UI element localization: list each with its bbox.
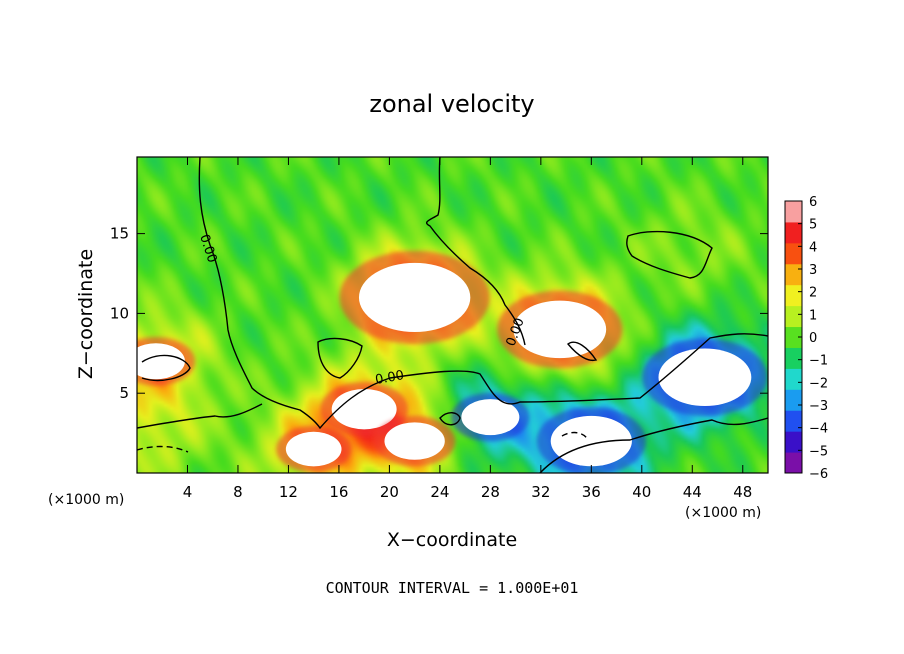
dashed-contour-left bbox=[137, 445, 189, 453]
x-tick-label: 44 bbox=[683, 483, 702, 501]
y-tick-label: 5 bbox=[119, 384, 129, 402]
colorbar-swatch bbox=[785, 305, 802, 328]
colorbar-swatch bbox=[785, 242, 802, 265]
colorbar-swatch bbox=[785, 347, 802, 369]
colorbar-swatch bbox=[785, 221, 802, 244]
y-axis-title: Z−coordinate bbox=[75, 249, 97, 379]
colorbar-tick-label: −2 bbox=[809, 376, 828, 391]
zero-contour-lines bbox=[137, 157, 768, 473]
colorbar-swatch bbox=[785, 201, 802, 223]
colorbar-swatch bbox=[785, 284, 802, 307]
saturated-core bbox=[658, 348, 752, 407]
colorbar-tick-label: 2 bbox=[809, 286, 817, 301]
colorbar-swatch bbox=[785, 410, 802, 432]
x-tick-label: 36 bbox=[582, 483, 601, 501]
y-tick-label: 10 bbox=[110, 304, 129, 322]
colorbar-tick-label: −3 bbox=[809, 399, 828, 414]
x-unit-label-right: (×1000 m) bbox=[685, 505, 761, 521]
velocity-extreme-regions bbox=[137, 250, 768, 473]
colorbar-swatch bbox=[785, 431, 802, 453]
colorbar-tick-label: 3 bbox=[809, 263, 817, 278]
x-tick-label: 12 bbox=[279, 483, 298, 501]
colorbar-tick-label: −4 bbox=[809, 422, 828, 437]
zero-contour-topright bbox=[626, 230, 713, 279]
y-axis-ticks: 5 10 15 bbox=[110, 225, 768, 402]
colorbar-tick-label: 1 bbox=[809, 308, 817, 323]
x-tick-label: 4 bbox=[183, 483, 193, 501]
colorbar-swatch bbox=[785, 263, 802, 286]
x-tick-label: 28 bbox=[481, 483, 500, 501]
colorbar-tick-label: −6 bbox=[809, 467, 828, 482]
saturated-core bbox=[550, 415, 632, 467]
x-tick-label: 40 bbox=[632, 483, 651, 501]
saturated-core bbox=[358, 262, 471, 333]
x-axis-ticks: 4 8 12 16 20 24 28 32 36 40 44 48 bbox=[183, 157, 752, 501]
zero-contour-lower bbox=[137, 403, 263, 429]
chart-title: zonal velocity bbox=[369, 90, 534, 118]
saturated-core bbox=[513, 300, 607, 359]
inner-contour-right bbox=[566, 341, 598, 362]
x-tick-label: 8 bbox=[233, 483, 243, 501]
saturated-core bbox=[331, 389, 397, 430]
contour-interval-note: CONTOUR INTERVAL = 1.000E+01 bbox=[326, 579, 579, 597]
colorbar-tick-label: 0 bbox=[809, 331, 817, 346]
x-tick-label: 48 bbox=[733, 483, 752, 501]
x-axis-title: X−coordinate bbox=[387, 529, 517, 551]
colorbar-tick-label: −1 bbox=[809, 354, 828, 369]
colorbar-swatch bbox=[785, 326, 802, 348]
contour-label: 0.00 bbox=[374, 368, 405, 388]
zero-contour-bottomright bbox=[539, 417, 768, 473]
saturated-core bbox=[384, 422, 445, 460]
colorbar-tick-label: 6 bbox=[809, 195, 817, 210]
colorbar-tick-label: 4 bbox=[809, 240, 817, 255]
x-unit-label-left: (×1000 m) bbox=[48, 492, 124, 508]
colorbar-swatch bbox=[785, 452, 802, 474]
saturated-core bbox=[137, 343, 185, 380]
inner-contour-low bbox=[439, 412, 461, 426]
y-tick-label: 15 bbox=[110, 225, 129, 243]
colorbar-swatch bbox=[785, 389, 802, 411]
saturated-core bbox=[285, 431, 342, 467]
zero-contour-island bbox=[317, 337, 363, 379]
x-tick-label: 16 bbox=[329, 483, 348, 501]
plot-frame bbox=[136, 156, 769, 474]
saturated-core bbox=[461, 399, 520, 436]
zero-contour-left bbox=[198, 157, 768, 430]
x-tick-label: 20 bbox=[380, 483, 399, 501]
colorbar: 6 5 4 3 2 1 0 −1 −2 −3 −4 −5 −6 bbox=[784, 195, 828, 482]
x-tick-label: 24 bbox=[430, 483, 449, 501]
colorbar-tick-label: 5 bbox=[809, 218, 817, 233]
dashed-contour-bottom bbox=[561, 431, 589, 441]
inner-contour-left bbox=[141, 354, 191, 382]
colorbar-tick-label: −5 bbox=[809, 444, 828, 459]
x-tick-label: 32 bbox=[531, 483, 550, 501]
colorbar-swatch bbox=[785, 368, 802, 390]
zero-contour-mid bbox=[426, 157, 526, 346]
plot-area: 0.00 0.00 0.00 bbox=[137, 157, 768, 473]
